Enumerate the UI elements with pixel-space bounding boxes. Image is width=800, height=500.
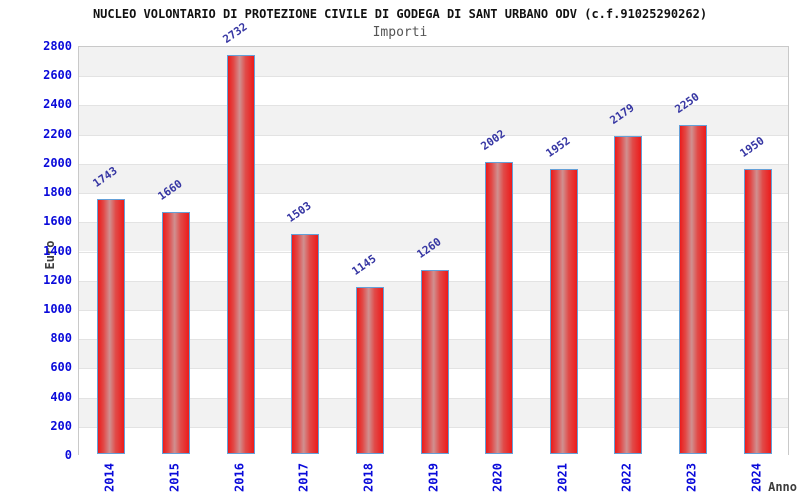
y-tick-label: 2400 [43, 97, 72, 112]
bar-2023 [679, 125, 708, 454]
background-band [79, 47, 788, 77]
y-tick-label: 1200 [43, 272, 72, 287]
bar-2020 [485, 161, 514, 454]
gridline [79, 251, 788, 253]
x-tick-label: 2022 [619, 463, 634, 492]
background-band [79, 76, 788, 106]
x-tick-label: 2019 [426, 463, 440, 492]
y-tick-label: 400 [50, 389, 72, 404]
bar-2018 [355, 286, 384, 454]
x-tick-label: 2014 [102, 463, 117, 492]
background-band [79, 222, 788, 252]
bar-2016 [226, 54, 255, 454]
y-axis: 0 200 400 600 800 1000 1200 1400 1600 1800 2000 220… [0, 39, 72, 462]
x-tick-label: 2021 [555, 463, 570, 492]
y-tick-label: 200 [50, 418, 72, 433]
background-band [79, 193, 788, 223]
background-band [79, 163, 788, 194]
y-tick-label: 2200 [43, 126, 72, 141]
x-axis-title: Anno [768, 480, 797, 494]
y-tick-label: 2000 [43, 155, 72, 170]
gridline [79, 163, 788, 165]
x-tick-label: 2018 [361, 463, 376, 492]
chart-title: NUCLEO VOLONTARIO DI PROTEZIONE CIVILE D… [92, 7, 708, 21]
bar-2022 [614, 135, 643, 454]
y-tick-label: 800 [50, 331, 72, 346]
bar-2015 [161, 211, 190, 454]
y-tick-label: 2800 [43, 39, 72, 53]
background-band [79, 105, 788, 135]
gridline [79, 193, 788, 195]
y-tick-label: 1400 [43, 243, 72, 258]
bar-2019 [420, 269, 449, 454]
bar-2024 [743, 169, 772, 454]
x-tick-label: 2016 [232, 463, 247, 492]
gridline [79, 105, 788, 107]
x-tick-label: 2017 [296, 463, 311, 492]
x-tick-label: 2020 [490, 463, 505, 492]
bar-2021 [549, 168, 578, 454]
bar-2017 [291, 234, 320, 454]
x-tick-label: 2023 [684, 463, 699, 492]
background-band [79, 134, 788, 164]
plot-area: 1743 1660 2732 1503 1145 1260 2002 1952 2179 2250… [78, 20, 789, 456]
y-tick-label: 1000 [43, 301, 72, 316]
y-tick-label: 1800 [43, 185, 72, 200]
gridline [79, 76, 788, 78]
chart-subtitle: Importi [372, 25, 428, 40]
y-tick-label: 0 [64, 448, 72, 462]
x-axis: 2014 2015 2016 2017 2018 2019 2020 2021 2022 2023… [78, 456, 789, 500]
gridline [79, 222, 788, 224]
bar-value-label: 2732 [220, 20, 250, 46]
x-tick-label: 2015 [167, 463, 182, 492]
y-tick-label: 600 [50, 360, 72, 375]
y-tick-label: 2600 [43, 68, 72, 83]
x-tick-label: 2024 [749, 463, 764, 492]
bar-2014 [97, 199, 126, 454]
gridline [79, 134, 788, 136]
y-tick-label: 1600 [43, 214, 72, 229]
